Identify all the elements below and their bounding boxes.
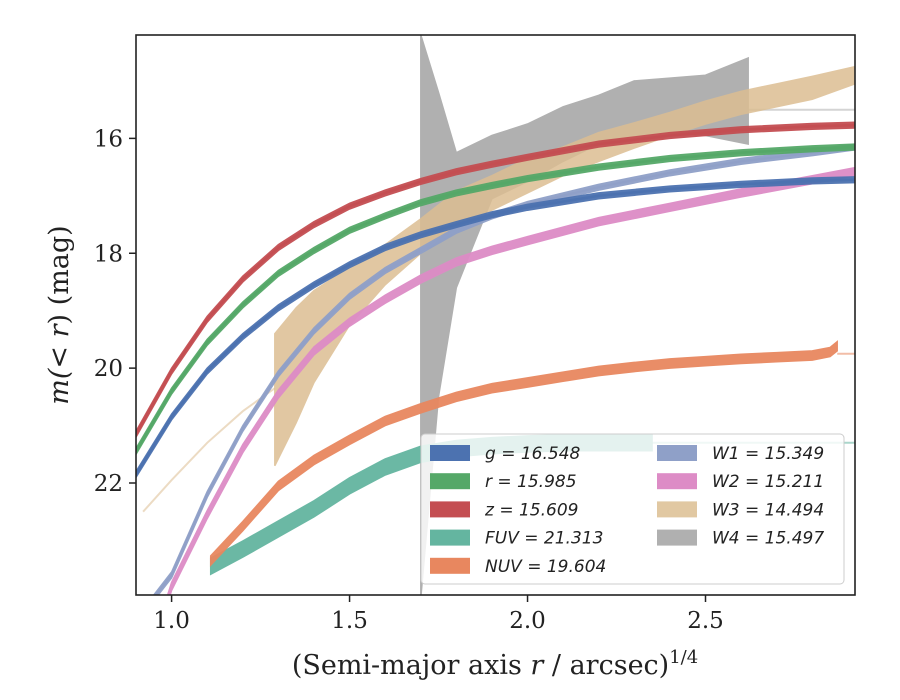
tick-layer: 1.0 1.5 2.0 2.5 16 18 20 22 <box>94 126 724 634</box>
x-axis-label: (Semi-major axis r / arcsec)1/4 <box>292 647 698 681</box>
series-r <box>136 143 855 456</box>
legend-label: W3 = 14.494 <box>712 500 824 520</box>
legend-swatch <box>430 445 470 461</box>
y-tick-label: 16 <box>94 126 123 152</box>
series-r-line <box>136 145 855 453</box>
x-axis-label-prefix: (Semi-major axis <box>292 650 531 681</box>
y-tick-label: 22 <box>94 471 123 497</box>
legend-swatch <box>430 529 470 546</box>
legend-label: W1 = 15.349 <box>712 444 824 464</box>
series-g-line <box>136 178 855 476</box>
legend-item-g: g = 16.548 <box>430 444 581 464</box>
series-z <box>136 121 855 439</box>
x-axis-label-var: r <box>530 650 545 681</box>
series-w2 <box>167 166 855 595</box>
legend-item-w1: W1 = 15.349 <box>657 444 824 464</box>
y-tick-label: 18 <box>94 241 123 267</box>
series-w2-band <box>167 166 855 595</box>
series-w1-band <box>153 143 855 595</box>
legend-label: r = 15.985 <box>485 472 577 492</box>
legend-swatch <box>430 501 470 518</box>
legend-item-nuv: NUV = 19.604 <box>430 557 606 577</box>
legend-label: g = 16.548 <box>485 444 581 464</box>
legend-swatch <box>657 473 697 490</box>
x-axis-label-sup: 1/4 <box>669 647 698 668</box>
legend-item-r: r = 15.985 <box>430 472 577 492</box>
series-g-band <box>136 176 855 479</box>
series-nuv-band <box>209 340 838 568</box>
legend-item-w2: W2 = 15.211 <box>657 472 824 492</box>
legend-label: W2 = 15.211 <box>712 472 824 492</box>
legend-label: NUV = 19.604 <box>485 557 606 577</box>
x-tick-label: 2.5 <box>687 608 724 634</box>
x-tick-label: 1.0 <box>153 608 190 634</box>
x-axis-label-mid: / arcsec) <box>543 650 669 681</box>
y-axis-label-suffix: ) (mag) <box>44 225 75 324</box>
y-axis-label-var: < r <box>44 322 75 368</box>
legend-swatch <box>430 473 470 490</box>
legend-item-z: z = 15.609 <box>430 500 578 520</box>
series-z-band <box>136 121 855 439</box>
series-g <box>136 176 855 479</box>
legend-box <box>420 433 845 585</box>
legend-item-w3: W3 = 14.494 <box>657 500 824 520</box>
y-axis-label: m(< r) (mag) <box>44 225 75 404</box>
x-tick-label: 2.0 <box>509 608 546 634</box>
legend-label: W4 = 15.497 <box>712 529 824 549</box>
series-w1-line <box>154 145 855 595</box>
plot-frame <box>135 34 856 596</box>
y-tick-label: 20 <box>94 356 123 382</box>
legend-swatch <box>657 445 697 461</box>
series-z-line <box>136 123 855 435</box>
legend-label: FUV = 21.313 <box>485 529 603 549</box>
legend-item-w4: W4 = 15.497 <box>657 529 824 549</box>
legend-swatch <box>657 529 697 546</box>
legend: g = 16.548 r = 15.985 z = 15.609 FUV = 21.3… <box>420 433 845 585</box>
legend-item-fuv: FUV = 21.313 <box>430 529 603 549</box>
series-nuv <box>209 340 855 568</box>
y-axis-label-prefix: m( <box>44 367 75 405</box>
series-r-band <box>136 143 855 456</box>
legend-swatch <box>657 501 697 518</box>
series-w3-faint-line <box>142 387 276 513</box>
x-tick-label: 1.5 <box>331 608 368 634</box>
legend-label: z = 15.609 <box>484 500 578 520</box>
series-w1 <box>153 143 855 595</box>
legend-swatch <box>430 557 470 574</box>
